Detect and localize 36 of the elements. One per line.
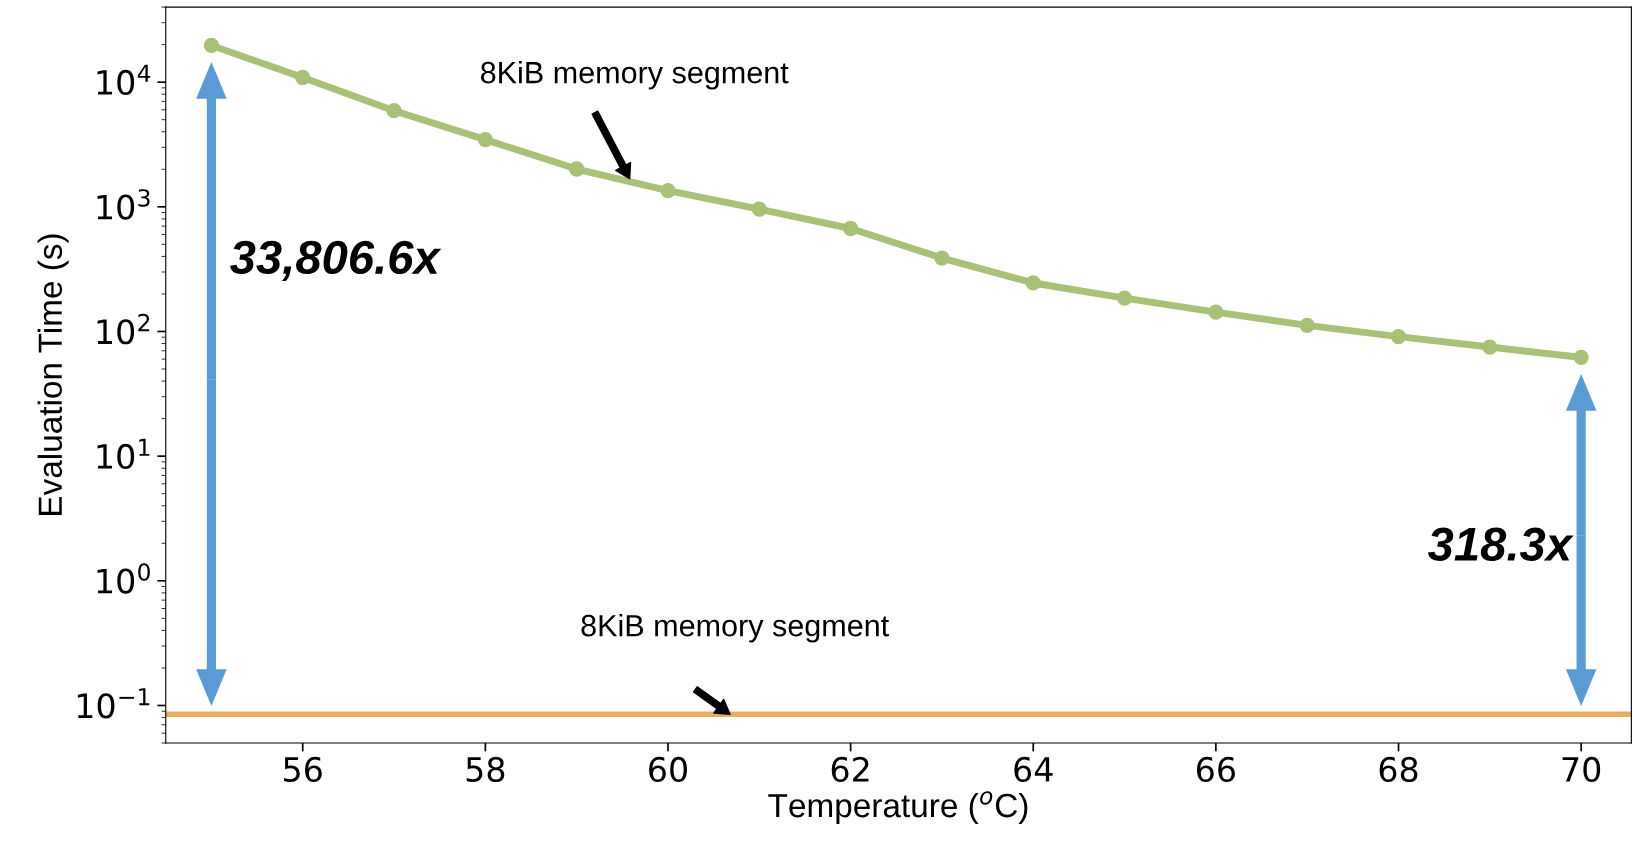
point [1299, 317, 1315, 333]
x-axis-title: Temperature ($^{o}$C) [768, 791, 1028, 824]
point [842, 220, 859, 237]
point [295, 69, 311, 86]
x-tick-label: 60 [649, 756, 687, 783]
y-tick-label: 10$^{0}$ [97, 563, 150, 594]
point [569, 161, 585, 177]
x-tick-label: 62 [831, 756, 869, 783]
point [477, 131, 493, 148]
point [1025, 275, 1041, 291]
annotation: 33,806.6x [230, 240, 442, 281]
x-tick-label: 66 [1197, 756, 1235, 783]
y-tick-label: 10$^{1}$ [97, 438, 150, 470]
point [751, 201, 767, 217]
point [1482, 339, 1498, 355]
y-tick-label: 10$^{2}$ [97, 313, 150, 345]
x-tick-label: 68 [1379, 756, 1418, 783]
y-tick-label: 10$^{4}$ [97, 64, 151, 96]
point [386, 103, 402, 119]
y-axis-title: Evaluation Time (s) [37, 234, 69, 515]
annotation: 8KiB memory segment [481, 61, 789, 90]
x-tick-label: 64 [1014, 756, 1053, 783]
point [1390, 328, 1407, 345]
y-tick-label: 10$^{3}$ [97, 189, 150, 220]
annotation: 8KiB memory segment [581, 614, 889, 643]
annotation: 318.3x [1427, 527, 1574, 561]
point [934, 250, 950, 266]
point [1573, 349, 1589, 366]
point [660, 182, 676, 199]
x-tick-label: 70 [1562, 756, 1601, 783]
point [203, 37, 220, 54]
y-tick-label: 10$^{−1}$ [77, 688, 150, 719]
x-tick-label: 56 [284, 756, 322, 783]
x-tick-label: 58 [466, 756, 505, 783]
point [1116, 290, 1133, 306]
point [1208, 304, 1224, 320]
